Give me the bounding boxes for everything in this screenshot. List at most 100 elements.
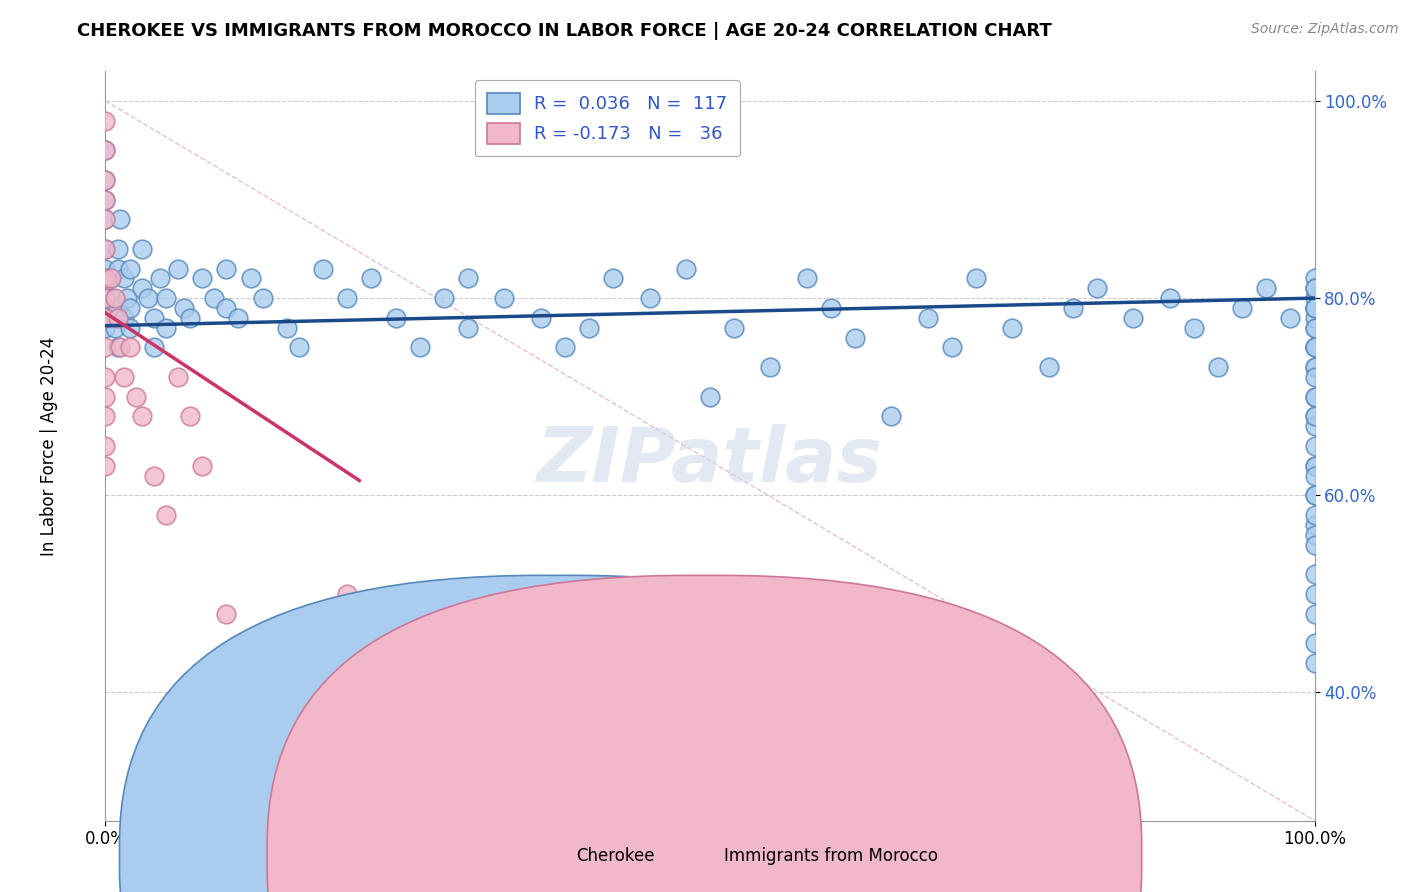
- Point: [131, 242, 153, 256]
- Point: [1303, 281, 1326, 295]
- Point: [155, 291, 177, 305]
- Point: [94, 143, 117, 157]
- Point: [215, 301, 238, 315]
- Point: [94, 370, 117, 384]
- Point: [1303, 409, 1326, 424]
- Point: [1303, 508, 1326, 522]
- Point: [173, 301, 195, 315]
- Point: [94, 173, 117, 187]
- Point: [530, 310, 553, 325]
- Legend: R =  0.036   N =  117, R = -0.173   N =   36: R = 0.036 N = 117, R = -0.173 N = 36: [475, 80, 740, 156]
- Point: [1001, 320, 1024, 334]
- Point: [94, 242, 117, 256]
- Point: [638, 291, 661, 305]
- Point: [100, 310, 122, 325]
- Point: [100, 291, 122, 305]
- Point: [94, 439, 117, 453]
- Point: [1303, 458, 1326, 473]
- Point: [118, 320, 141, 334]
- Point: [94, 310, 117, 325]
- Point: [104, 320, 127, 334]
- Point: [94, 113, 117, 128]
- Point: [239, 705, 262, 719]
- Point: [494, 291, 516, 305]
- Point: [142, 340, 165, 354]
- Point: [578, 320, 600, 334]
- Point: [94, 193, 117, 207]
- Point: [215, 607, 238, 621]
- Point: [167, 370, 190, 384]
- Point: [131, 281, 153, 295]
- Point: [1122, 310, 1144, 325]
- Point: [1303, 527, 1326, 541]
- Point: [312, 261, 335, 276]
- Point: [107, 340, 129, 354]
- Point: [94, 212, 117, 227]
- Point: [276, 320, 298, 334]
- Point: [142, 310, 165, 325]
- Point: [844, 330, 866, 344]
- Point: [252, 291, 274, 305]
- Point: [94, 340, 117, 354]
- Point: [118, 301, 141, 315]
- Text: ZIPatlas: ZIPatlas: [537, 424, 883, 498]
- Point: [94, 261, 117, 276]
- Point: [1303, 340, 1326, 354]
- Point: [1038, 360, 1060, 375]
- Point: [1303, 390, 1326, 404]
- Point: [118, 340, 141, 354]
- Text: In Labor Force | Age 20-24: In Labor Force | Age 20-24: [41, 336, 58, 556]
- Point: [675, 261, 697, 276]
- Point: [1303, 488, 1326, 502]
- Point: [1279, 310, 1302, 325]
- Point: [602, 271, 624, 285]
- Point: [107, 261, 129, 276]
- Point: [1303, 409, 1326, 424]
- Point: [112, 310, 135, 325]
- Point: [433, 291, 456, 305]
- Point: [1303, 291, 1326, 305]
- Point: [107, 242, 129, 256]
- Point: [142, 468, 165, 483]
- Point: [409, 340, 432, 354]
- Point: [554, 340, 576, 354]
- Point: [94, 212, 117, 227]
- Point: [1303, 271, 1326, 285]
- Point: [94, 143, 117, 157]
- Point: [94, 320, 117, 334]
- Point: [360, 735, 382, 749]
- Point: [1303, 390, 1326, 404]
- Point: [1303, 340, 1326, 354]
- Text: Immigrants from Morocco: Immigrants from Morocco: [724, 847, 938, 865]
- Point: [100, 271, 122, 285]
- Point: [94, 409, 117, 424]
- Point: [228, 310, 250, 325]
- Point: [263, 626, 285, 640]
- Point: [112, 271, 135, 285]
- Point: [107, 310, 129, 325]
- Point: [108, 340, 131, 354]
- Text: Cherokee: Cherokee: [576, 847, 655, 865]
- Point: [1303, 301, 1326, 315]
- Point: [1062, 301, 1084, 315]
- Point: [1303, 370, 1326, 384]
- Point: [1303, 320, 1326, 334]
- Point: [191, 458, 214, 473]
- Point: [1182, 320, 1205, 334]
- Point: [288, 340, 311, 354]
- Point: [965, 271, 987, 285]
- Point: [723, 320, 745, 334]
- Point: [457, 320, 479, 334]
- Point: [941, 340, 963, 354]
- Point: [191, 271, 214, 285]
- Point: [131, 409, 153, 424]
- Point: [94, 271, 117, 285]
- Point: [149, 271, 172, 285]
- Point: [107, 301, 129, 315]
- Point: [167, 261, 190, 276]
- Point: [1230, 301, 1253, 315]
- Point: [94, 291, 117, 305]
- Point: [288, 656, 311, 670]
- Point: [1303, 320, 1326, 334]
- Point: [1085, 281, 1108, 295]
